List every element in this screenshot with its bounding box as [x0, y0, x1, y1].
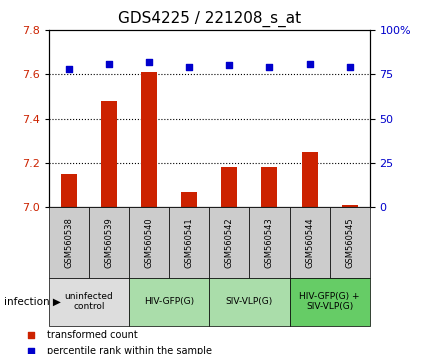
Text: GSM560542: GSM560542 [225, 217, 234, 268]
Bar [129, 207, 169, 278]
Point [306, 61, 313, 67]
Point [146, 59, 153, 65]
Bar [209, 278, 289, 326]
Bar [249, 207, 289, 278]
Bar [141, 72, 157, 207]
Point [226, 63, 233, 68]
Text: percentile rank within the sample: percentile rank within the sample [47, 346, 212, 354]
Text: HIV-GFP(G) +
SIV-VLP(G): HIV-GFP(G) + SIV-VLP(G) [299, 292, 360, 312]
Bar [221, 167, 238, 207]
Point [65, 66, 72, 72]
Bar [169, 207, 209, 278]
Bar [181, 192, 197, 207]
Text: GSM560539: GSM560539 [105, 217, 113, 268]
Bar [49, 278, 129, 326]
Point [28, 332, 34, 337]
Bar [61, 174, 77, 207]
Text: GSM560544: GSM560544 [305, 217, 314, 268]
Bar [289, 207, 330, 278]
Bar [330, 207, 370, 278]
Text: GSM560540: GSM560540 [144, 217, 154, 268]
Text: GSM560538: GSM560538 [65, 217, 74, 268]
Text: GSM560541: GSM560541 [185, 217, 194, 268]
Bar [261, 167, 278, 207]
Bar [289, 278, 370, 326]
Bar [209, 207, 249, 278]
Text: SIV-VLP(G): SIV-VLP(G) [226, 297, 273, 306]
Point [186, 64, 193, 70]
Text: HIV-GFP(G): HIV-GFP(G) [144, 297, 194, 306]
Bar [129, 278, 209, 326]
Bar [302, 152, 317, 207]
Point [346, 64, 353, 70]
Text: GSM560543: GSM560543 [265, 217, 274, 268]
Bar [342, 205, 358, 207]
Text: transformed count: transformed count [47, 330, 138, 339]
Bar [89, 207, 129, 278]
Point [106, 61, 113, 67]
Bar [101, 101, 117, 207]
Point [28, 348, 34, 354]
Text: GSM560545: GSM560545 [345, 217, 354, 268]
Title: GDS4225 / 221208_s_at: GDS4225 / 221208_s_at [118, 11, 301, 27]
Text: infection ▶: infection ▶ [4, 297, 61, 307]
Text: uninfected
control: uninfected control [65, 292, 113, 312]
Point [266, 64, 273, 70]
Bar [49, 207, 89, 278]
